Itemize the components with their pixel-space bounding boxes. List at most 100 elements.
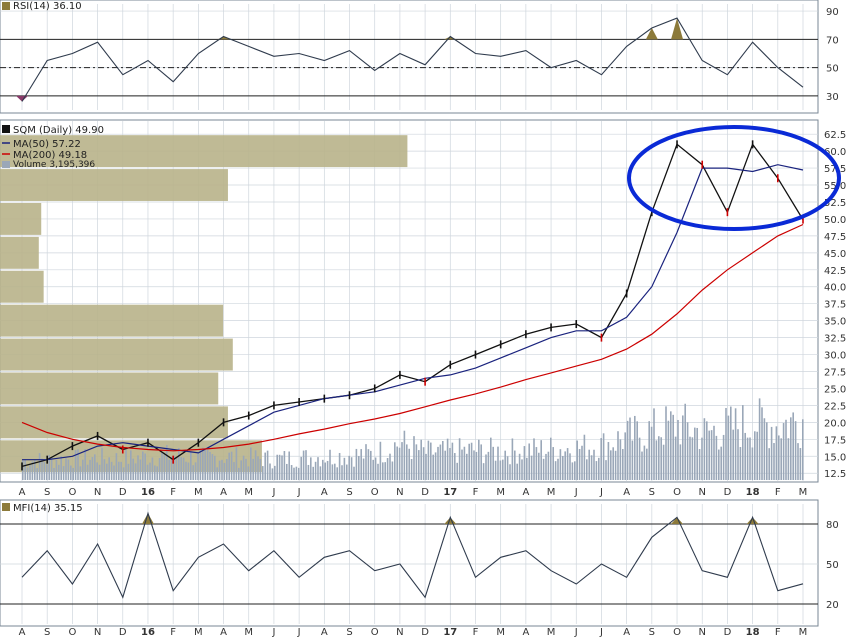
volume-bar bbox=[638, 437, 641, 480]
volume-bar bbox=[98, 464, 101, 480]
volume-bar bbox=[322, 459, 324, 480]
volume-bar bbox=[499, 460, 502, 480]
volume-bar bbox=[310, 457, 312, 480]
volume-bar bbox=[425, 453, 427, 480]
volume-bar bbox=[235, 447, 238, 480]
volume-bar bbox=[216, 467, 218, 480]
volume-bar bbox=[238, 467, 240, 480]
volume-bar bbox=[324, 462, 326, 480]
volume-bar bbox=[307, 464, 310, 480]
osc-tick-label: 70 bbox=[826, 35, 839, 46]
volume-bar bbox=[648, 421, 650, 480]
volume-bar bbox=[247, 466, 250, 480]
volume-bar bbox=[770, 426, 773, 480]
volume-bar bbox=[257, 456, 259, 480]
volume-bar bbox=[665, 406, 667, 480]
volume-bar bbox=[62, 466, 65, 480]
volume-bar bbox=[115, 453, 118, 480]
volume-bar bbox=[715, 435, 718, 480]
volume-legend-swatch bbox=[2, 161, 10, 168]
volume-bar bbox=[756, 431, 758, 480]
price-tick-label: 42.5 bbox=[824, 266, 846, 277]
volume-bar bbox=[353, 466, 355, 480]
x-tick-label: J bbox=[297, 487, 301, 498]
volume-by-price-bar bbox=[0, 338, 233, 371]
x-tick-label: M bbox=[244, 627, 253, 637]
volume-bar bbox=[161, 451, 163, 480]
volume-bar bbox=[725, 407, 727, 480]
volume-bar bbox=[646, 448, 648, 480]
price-tick-label: 47.5 bbox=[824, 232, 846, 243]
volume-bar bbox=[629, 417, 631, 480]
x-tick-label: S bbox=[346, 487, 352, 498]
x-tick-label: N bbox=[698, 487, 705, 498]
volume-bar bbox=[125, 450, 127, 480]
price-tick-label: 55.0 bbox=[824, 181, 846, 192]
volume-bar bbox=[468, 443, 470, 480]
volume-bar bbox=[456, 462, 458, 480]
volume-bar bbox=[295, 466, 298, 480]
x-tick-label: M bbox=[547, 627, 556, 637]
volume-bar bbox=[679, 444, 682, 480]
volume-bar bbox=[758, 398, 761, 480]
volume-bar bbox=[343, 457, 346, 480]
volume-bar bbox=[670, 411, 672, 480]
x-tick-label: M bbox=[194, 487, 203, 498]
volume-bar bbox=[168, 459, 170, 480]
volume-bar bbox=[58, 464, 60, 480]
x-tick-label: N bbox=[94, 487, 101, 498]
volume-bar bbox=[276, 454, 278, 480]
volume-bar bbox=[734, 408, 737, 480]
volume-bar bbox=[221, 459, 223, 480]
volume-by-price-bar bbox=[0, 135, 408, 168]
x-tick-label: F bbox=[170, 627, 176, 637]
rsi-panel: 90 70 50 30 RSI(14) 36.10 bbox=[0, 0, 839, 114]
x-tick-label: D bbox=[119, 627, 127, 637]
volume-bar bbox=[50, 457, 53, 480]
volume-bar bbox=[29, 465, 31, 480]
volume-bar bbox=[350, 457, 353, 480]
osc-tick-label: 30 bbox=[826, 92, 839, 103]
x-tick-label: F bbox=[775, 487, 781, 498]
volume-bar bbox=[139, 459, 142, 480]
volume-bar bbox=[442, 440, 444, 480]
volume-by-price-bar bbox=[0, 270, 44, 303]
x-tick-label: A bbox=[321, 627, 328, 637]
volume-bar bbox=[262, 466, 264, 480]
volume-bar bbox=[24, 459, 26, 480]
volume-bar bbox=[358, 456, 360, 480]
volume-bar bbox=[377, 463, 379, 480]
volume-bar bbox=[653, 408, 655, 480]
volume-bar bbox=[626, 420, 629, 480]
volume-bar bbox=[384, 462, 386, 480]
volume-bar bbox=[530, 455, 533, 480]
volume-bar bbox=[533, 438, 535, 480]
volume-bar bbox=[331, 464, 334, 480]
volume-bar bbox=[636, 421, 638, 480]
volume-bar bbox=[137, 455, 139, 480]
volume-bar bbox=[338, 452, 341, 480]
volume-bar bbox=[94, 454, 96, 480]
volume-bar bbox=[367, 449, 370, 480]
volume-bar bbox=[485, 454, 487, 480]
price-tick-label: 12.5 bbox=[824, 469, 846, 480]
volume-bar bbox=[545, 453, 547, 480]
volume-bar bbox=[792, 412, 794, 480]
volume-bar bbox=[34, 460, 36, 480]
volume-bar bbox=[581, 445, 583, 480]
volume-bar bbox=[458, 438, 461, 480]
volume-bar bbox=[641, 451, 643, 480]
volume-bar bbox=[259, 458, 262, 480]
price-title: SQM (Daily) 49.90 bbox=[13, 125, 104, 136]
volume-bar bbox=[470, 442, 473, 480]
osc-tick-label: 20 bbox=[826, 600, 839, 611]
volume-bar bbox=[410, 459, 413, 480]
volume-bar bbox=[391, 461, 394, 480]
x-tick-label: F bbox=[473, 627, 479, 637]
volume-bar bbox=[559, 449, 562, 480]
price-tick-label: 27.5 bbox=[824, 368, 846, 379]
volume-bar bbox=[600, 438, 602, 480]
volume-bar bbox=[408, 448, 410, 480]
x-tick-label: S bbox=[44, 627, 50, 637]
volume-bar bbox=[67, 459, 70, 480]
